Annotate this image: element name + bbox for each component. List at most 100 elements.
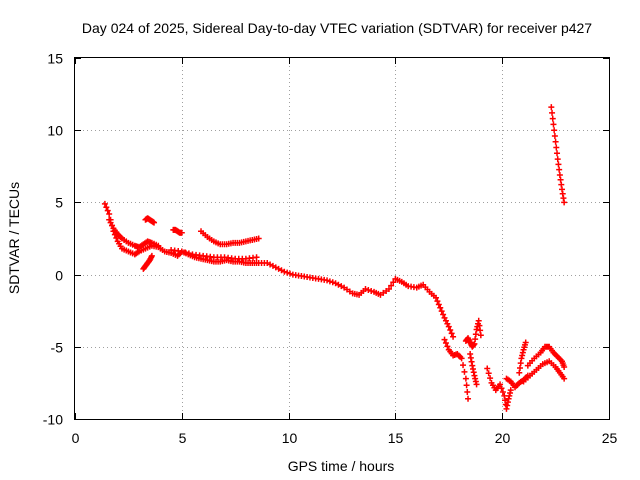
data-point-fill xyxy=(403,281,410,288)
data-point-fill xyxy=(117,234,124,241)
data-point-fill xyxy=(182,249,189,256)
data-point xyxy=(484,365,491,372)
data-point-fill xyxy=(553,352,560,359)
data-point-fill xyxy=(524,374,531,381)
data-point-fill xyxy=(506,377,513,384)
y-axis-label: SDTVAR / TECUs xyxy=(6,182,22,294)
data-point-fill xyxy=(159,247,166,254)
data-point-fill xyxy=(208,236,215,243)
data-point-fill xyxy=(287,270,294,277)
data-point-fill xyxy=(215,240,222,247)
data-point-fill xyxy=(129,241,136,248)
data-point xyxy=(465,395,472,402)
data-points xyxy=(101,104,568,412)
data-point-fill xyxy=(507,390,514,397)
data-point-fill xyxy=(444,320,451,327)
data-point-fill xyxy=(202,232,209,239)
data-point-fill xyxy=(207,253,214,260)
data-point-fill xyxy=(140,246,147,253)
data-point-fill xyxy=(558,181,565,188)
data-point-fill xyxy=(521,341,528,348)
x-tick-label: 0 xyxy=(72,430,80,446)
data-point-fill xyxy=(295,272,302,279)
data-point xyxy=(548,104,555,111)
data-point-fill xyxy=(553,144,560,151)
x-tick-labels: 0 5 10 15 20 25 xyxy=(72,430,618,446)
data-point-fill xyxy=(261,260,268,267)
data-point-fill xyxy=(217,254,224,261)
data-point-fill xyxy=(326,278,333,285)
data-point-fill xyxy=(147,239,154,246)
data-point-fill xyxy=(452,351,459,358)
y-tick-label: 5 xyxy=(55,195,63,211)
data-point-fill xyxy=(499,389,506,396)
data-point-fill xyxy=(250,254,256,261)
y-tick-label: 10 xyxy=(47,123,63,139)
data-point-fill xyxy=(104,207,111,214)
y-tick-label: -5 xyxy=(51,340,64,356)
data-point-fill xyxy=(529,357,536,364)
data-point xyxy=(450,333,457,340)
data-point-fill xyxy=(109,222,116,229)
data-point-fill xyxy=(468,358,475,365)
data-point xyxy=(441,336,448,343)
data-point-fill xyxy=(239,255,246,262)
x-axis-label: GPS time / hours xyxy=(288,458,395,474)
data-point-fill xyxy=(312,275,319,282)
data-point-fill xyxy=(555,367,562,374)
data-point-fill xyxy=(549,347,556,354)
data-point-fill xyxy=(442,339,449,346)
data-point-fill xyxy=(284,269,291,276)
data-point-fill xyxy=(418,282,425,289)
data-point-fill xyxy=(375,290,382,297)
data-point-fill xyxy=(196,252,203,259)
data-point-fill xyxy=(240,238,247,245)
data-point-fill xyxy=(247,237,254,244)
data-point-fill xyxy=(463,382,470,389)
data-point-fill xyxy=(321,276,328,283)
data-point-fill xyxy=(487,375,494,382)
y-tick-label: 15 xyxy=(47,51,63,67)
data-point-fill xyxy=(153,241,160,248)
data-point-fill xyxy=(550,362,557,369)
data-point xyxy=(101,200,108,207)
data-point-fill xyxy=(444,343,451,350)
y-tick-label: 0 xyxy=(55,268,63,284)
data-point-fill xyxy=(360,287,367,294)
data-point-fill xyxy=(434,298,441,305)
data-point-fill xyxy=(123,238,130,245)
data-point-fill xyxy=(440,311,447,318)
data-point-fill xyxy=(560,195,567,202)
data-point-fill xyxy=(148,254,155,261)
data-point-fill xyxy=(430,292,437,299)
data-point-fill xyxy=(470,341,477,348)
data-point-fill xyxy=(519,349,526,356)
data-point-fill xyxy=(537,363,544,370)
data-point-fill xyxy=(464,389,471,396)
plot-frame xyxy=(74,57,610,420)
data-point-fill xyxy=(228,255,235,262)
data-point-fill xyxy=(549,115,556,122)
data-point xyxy=(437,304,444,311)
data-point-fill xyxy=(448,330,455,337)
x-tick-label: 5 xyxy=(179,430,187,446)
x-tick-label: 25 xyxy=(602,430,618,446)
data-point-fill xyxy=(461,368,468,375)
data-point-fill xyxy=(396,277,403,284)
data-point-fill xyxy=(175,248,182,255)
data-point-fill xyxy=(556,166,563,173)
data-point-fill xyxy=(551,132,558,139)
data-point-fill xyxy=(477,327,484,334)
data-point-fill xyxy=(438,308,445,315)
data-point-fill xyxy=(557,356,564,363)
data-point-fill xyxy=(544,359,551,366)
x-tick-label: 20 xyxy=(495,430,511,446)
x-tick-label: 15 xyxy=(388,430,404,446)
data-point-fill xyxy=(555,161,562,168)
data-point-fill xyxy=(338,283,345,290)
data-point-fill xyxy=(117,243,124,250)
data-point-fill xyxy=(269,262,276,269)
y-tick-label: -10 xyxy=(43,412,63,428)
data-point-fill xyxy=(388,282,395,289)
